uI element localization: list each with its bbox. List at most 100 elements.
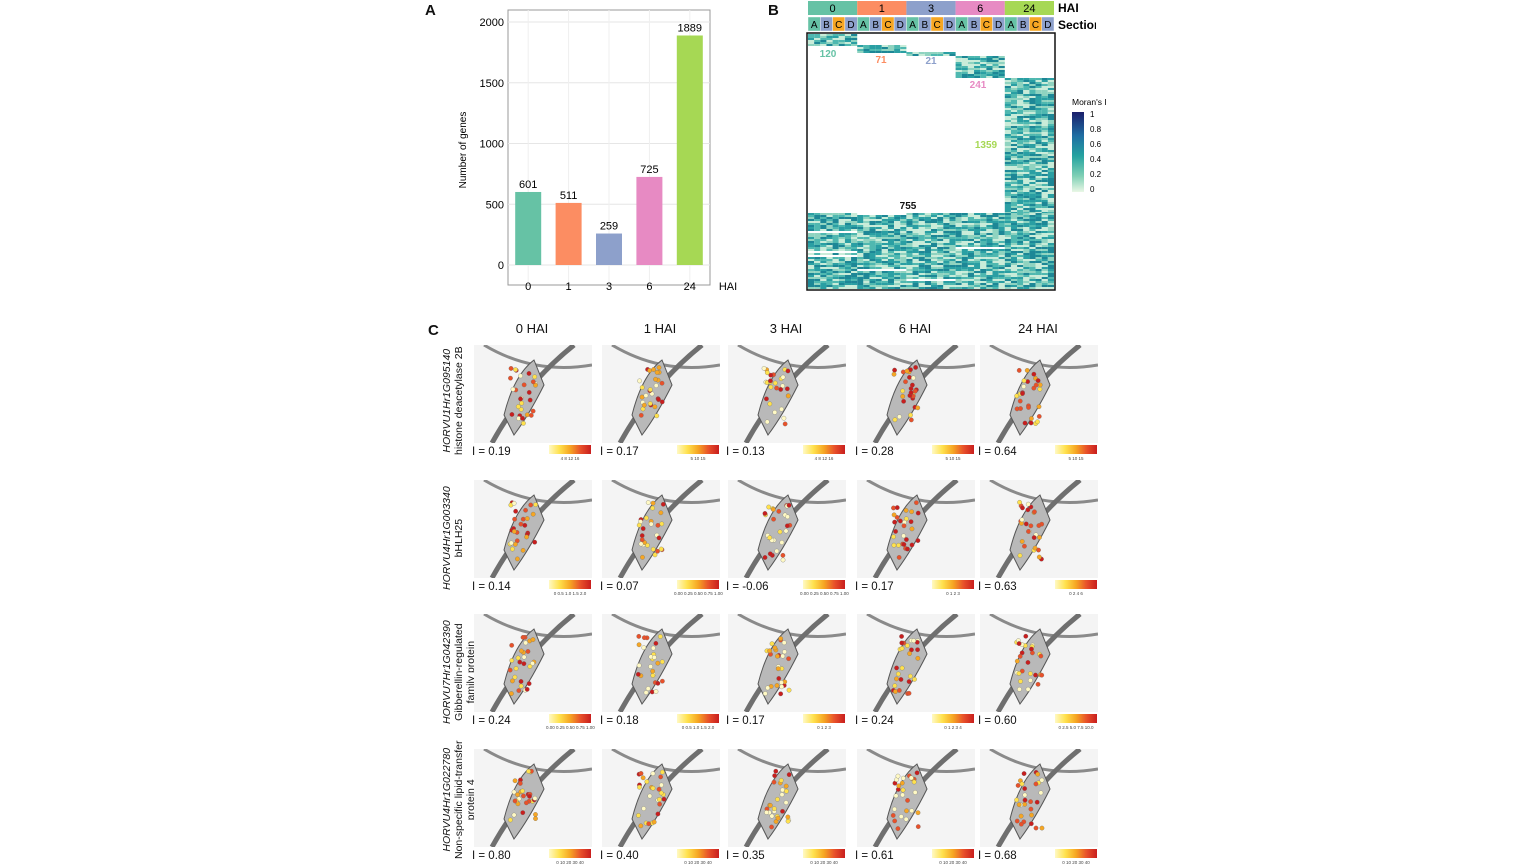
heatmap-cell xyxy=(863,241,870,243)
heatmap-cell xyxy=(955,281,962,283)
expression-spot xyxy=(764,380,770,385)
heatmap-cell xyxy=(1004,239,1011,241)
heatmap-cell xyxy=(912,229,919,231)
expression-spot xyxy=(659,399,665,405)
heatmap-cell xyxy=(1023,124,1030,126)
heatmap-cell xyxy=(937,235,944,237)
heatmap-cell xyxy=(961,58,968,60)
expression-spot xyxy=(1034,799,1040,805)
heatmap-cell xyxy=(863,273,870,275)
heatmap-cell xyxy=(844,38,852,40)
heatmap-cell xyxy=(986,259,993,261)
heatmap-cell xyxy=(808,219,815,221)
spatial-tissue-map xyxy=(728,749,846,847)
expression-spot xyxy=(635,672,641,677)
heatmap-cell xyxy=(1029,104,1036,106)
heatmap-cell xyxy=(912,277,919,279)
heatmap-cell xyxy=(924,221,931,223)
heatmap-cell xyxy=(869,257,876,259)
expression-spot xyxy=(910,395,916,401)
expression-spot xyxy=(768,651,773,657)
heatmap-cell xyxy=(1017,146,1024,148)
heatmap-cell xyxy=(1004,164,1011,166)
hai-group-label: 1 xyxy=(879,3,885,15)
expression-spot xyxy=(897,688,902,693)
heatmap-cell xyxy=(1023,253,1030,255)
heatmap-cell xyxy=(851,44,858,46)
heatmap-cell xyxy=(894,273,901,275)
heatmap-cell xyxy=(894,45,901,47)
bar-24 xyxy=(676,35,703,266)
heatmap-cell xyxy=(869,229,876,231)
expression-spot xyxy=(778,376,784,382)
heatmap-cell xyxy=(1029,114,1036,116)
heatmap-cell xyxy=(1041,231,1048,233)
heatmap-cell xyxy=(1010,166,1018,168)
heatmap-cell xyxy=(881,221,888,223)
heatmap-cell xyxy=(992,68,999,70)
heatmap-cell xyxy=(1035,158,1042,160)
heatmap-cell xyxy=(1035,213,1042,215)
expression-spot xyxy=(1018,503,1024,509)
expression-spot xyxy=(899,665,905,671)
heatmap-cell xyxy=(894,277,901,279)
heatmap-cell xyxy=(887,243,895,245)
heatmap-cell xyxy=(937,267,944,269)
heatmap-cell xyxy=(851,235,858,237)
heatmap-cell xyxy=(1041,98,1048,100)
heatmap-cell xyxy=(894,249,901,251)
heatmap-cell xyxy=(974,275,981,277)
heatmap-cell xyxy=(943,265,950,267)
heatmap-cell xyxy=(851,279,858,281)
section-label: A xyxy=(860,20,867,31)
heatmap-cell xyxy=(974,231,981,233)
heatmap-cell xyxy=(949,213,956,215)
expression-spot xyxy=(524,532,530,537)
section-label: C xyxy=(884,20,891,31)
heatmap-cell xyxy=(1047,108,1054,110)
heatmap-cell xyxy=(1035,126,1042,128)
gene-description: family protein xyxy=(465,640,477,704)
expression-spot xyxy=(900,394,906,399)
heatmap-cell xyxy=(887,281,895,283)
heatmap-cell xyxy=(869,231,876,233)
tissue-outline xyxy=(483,480,592,504)
spatial-tissue-map xyxy=(980,749,1098,847)
heatmap-cell xyxy=(875,279,882,281)
heatmap-cell xyxy=(1029,267,1036,269)
heatmap-cell xyxy=(875,225,882,227)
heatmap-cell xyxy=(967,223,975,225)
heatmap-cell xyxy=(1047,144,1054,146)
heatmap-cell xyxy=(900,279,907,281)
section-label: B xyxy=(872,20,879,31)
heatmap-cell xyxy=(1047,136,1054,138)
heatmap-cell xyxy=(857,255,864,257)
heatmap-cell xyxy=(937,229,944,231)
heatmap-cell xyxy=(924,277,931,279)
heatmap-cell xyxy=(1041,267,1048,269)
heatmap-cell xyxy=(924,285,931,287)
heatmap-cell xyxy=(1023,120,1030,122)
heatmap-cell xyxy=(931,269,938,271)
heatmap-cell xyxy=(1004,200,1011,202)
expression-spot xyxy=(642,635,647,640)
expression-spot xyxy=(1019,650,1025,656)
heatmap-cell xyxy=(955,72,962,74)
x-tick-label: 6 xyxy=(646,281,652,293)
expression-spot xyxy=(638,673,644,679)
heatmap-cell xyxy=(851,38,858,40)
heatmap-cell xyxy=(1029,200,1036,202)
heatmap-cell xyxy=(1017,271,1024,273)
tissue-background xyxy=(474,749,592,847)
expression-spot xyxy=(522,687,528,693)
expression-spot xyxy=(894,777,899,783)
heatmap-cell xyxy=(832,269,839,271)
heatmap-cell xyxy=(1047,88,1054,90)
heatmap-cell xyxy=(955,64,962,66)
expression-spot xyxy=(659,547,665,553)
heatmap-cell xyxy=(998,213,1005,215)
heatmap-cell xyxy=(931,241,938,243)
heatmap-cell xyxy=(1010,255,1018,257)
heatmap-cell xyxy=(974,269,981,271)
heatmap-cell xyxy=(863,281,870,283)
